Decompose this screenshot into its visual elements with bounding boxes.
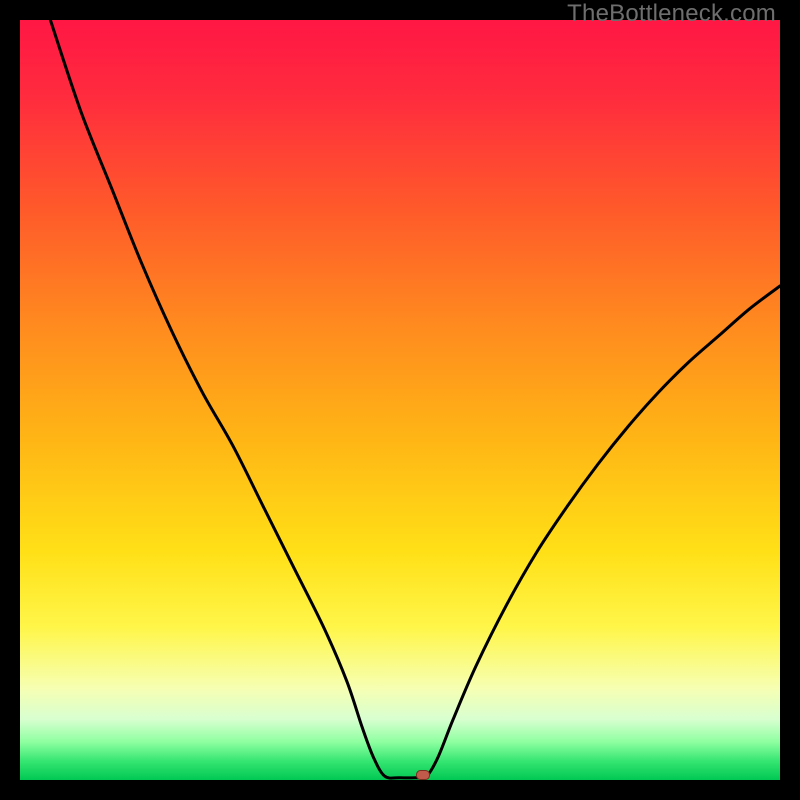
optimum-marker [416, 770, 430, 780]
plot-area [20, 20, 780, 780]
bottleneck-curve [20, 20, 780, 780]
chart-frame: TheBottleneck.com [0, 0, 800, 800]
